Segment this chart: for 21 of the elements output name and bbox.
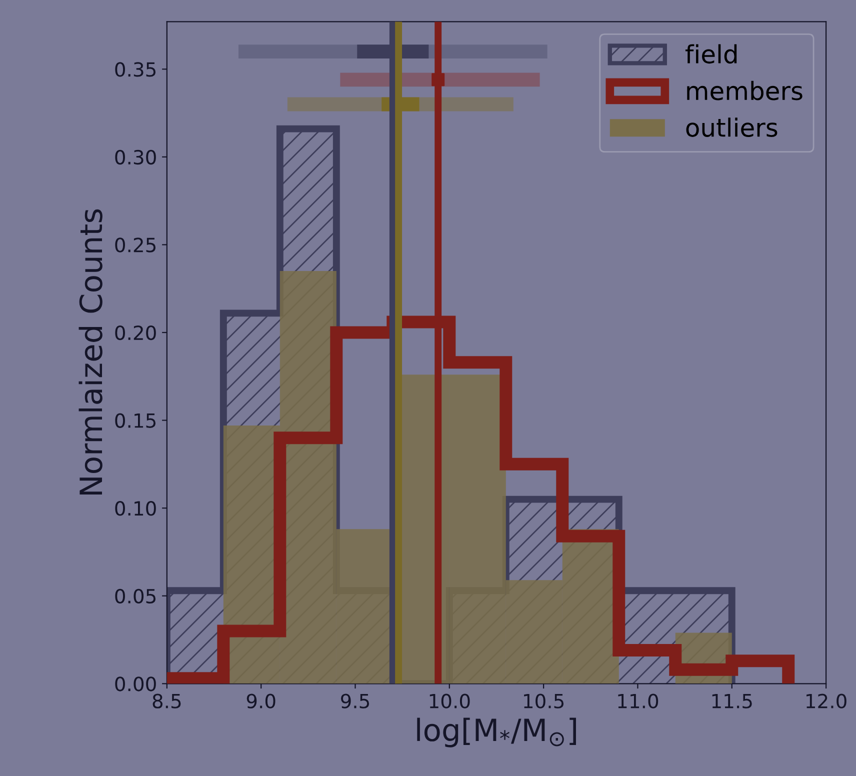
x-tick-label: 12.0 [806,694,846,708]
x-axis-title: log[M$_{*}$/M$_{⊙}$] [417,718,576,748]
y-tick-label: 0.35 [115,62,156,77]
y-tick-label: 0.25 [115,238,156,252]
y-tick-label: 0.10 [115,501,156,516]
y-axis-title: Normlaized Counts [78,209,102,495]
x-tick-label: 9.5 [341,694,370,708]
x-tick-label: 8.5 [152,694,181,708]
y-tick-label: 0.20 [115,325,156,340]
y-tick-label: 0.30 [115,150,156,165]
x-tick-label: 11.0 [618,694,658,708]
legend-label: field [685,44,737,64]
y-tick-label: 0.00 [115,676,156,692]
legend-label: members [687,80,802,100]
y-tick-label: 0.05 [115,588,156,604]
x-tick-label: 10.5 [524,694,564,708]
legend-label: outliers [686,118,778,137]
x-tick-label: 9.0 [246,694,276,708]
x-tick-label: 10.0 [430,694,470,708]
y-tick-label: 0.15 [115,413,156,428]
x-tick-label: 11.5 [712,694,752,708]
